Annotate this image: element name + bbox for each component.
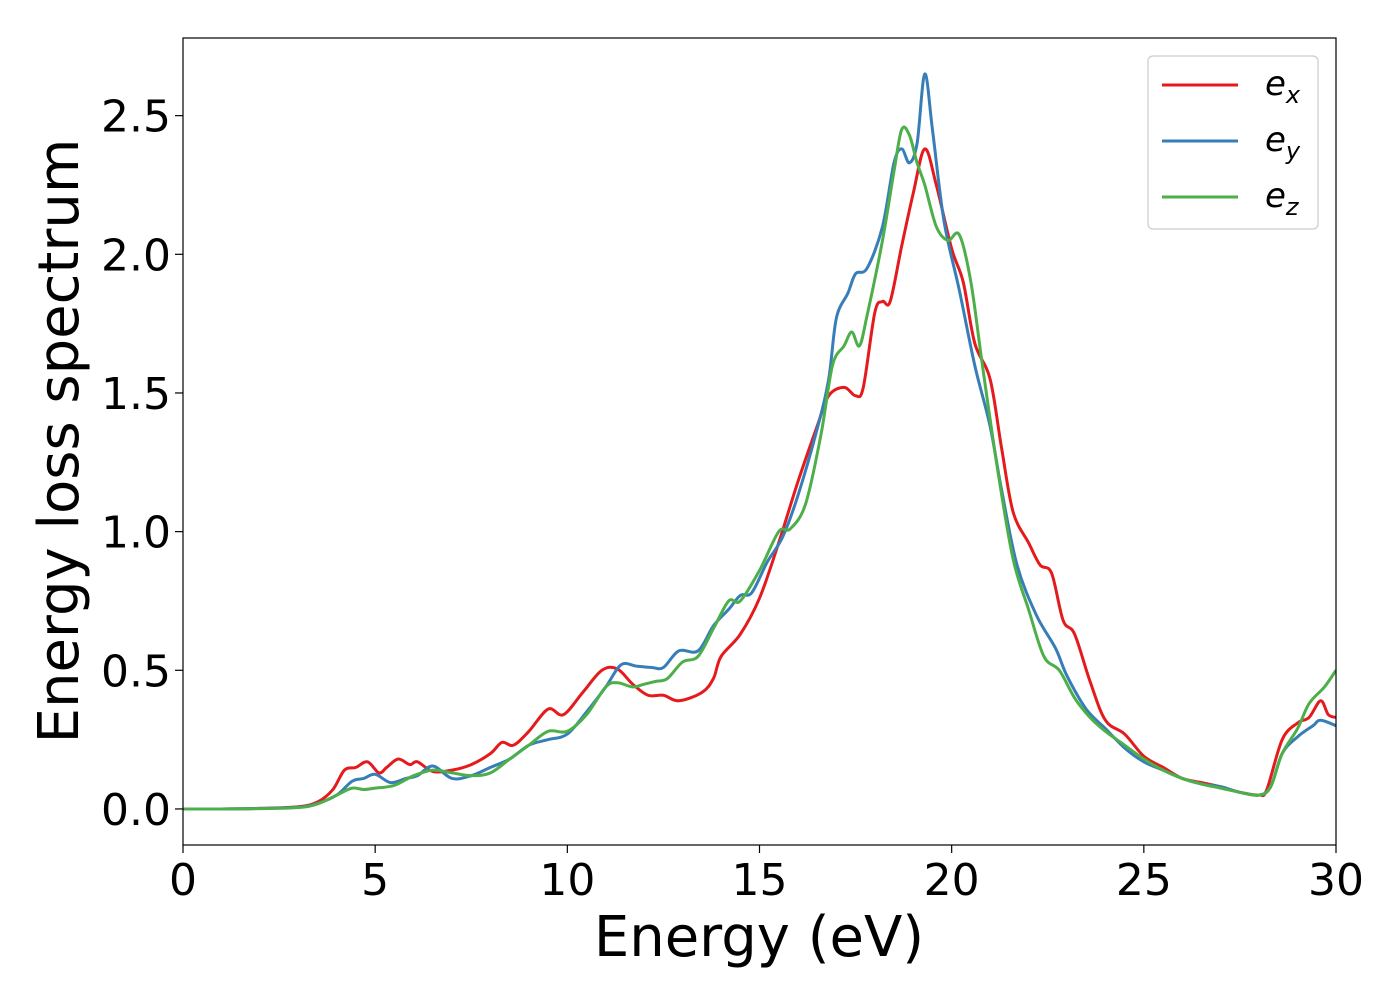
- series-layer: [183, 72, 1336, 811]
- y-tick-label: 2.5: [101, 92, 171, 143]
- x-tick-label: 5: [361, 855, 389, 906]
- y-axis: 0.0 0.5 1.0 1.5 2.0 2.5: [101, 92, 183, 836]
- x-tick-label: 0: [169, 855, 197, 906]
- y-tick-label: 1.0: [101, 508, 171, 559]
- series-line-ez: [183, 125, 1336, 811]
- y-axis-title: Energy loss spectrum: [27, 139, 92, 744]
- x-tick-label: 15: [732, 855, 788, 906]
- series-line-ey: [183, 72, 1336, 811]
- y-tick-label: 0.0: [101, 785, 171, 836]
- y-tick-label: 1.5: [101, 369, 171, 420]
- y-tick-label: 0.5: [101, 646, 171, 697]
- x-axis: 0 5 10 15 20 25 30: [169, 845, 1364, 906]
- series-line-ex: [183, 147, 1336, 811]
- x-axis-title: Energy (eV): [594, 905, 924, 970]
- x-tick-label: 10: [539, 855, 595, 906]
- x-tick-label: 30: [1308, 855, 1364, 906]
- x-tick-label: 25: [1116, 855, 1172, 906]
- y-tick-label: 2.0: [101, 230, 171, 281]
- x-tick-label: 20: [924, 855, 980, 906]
